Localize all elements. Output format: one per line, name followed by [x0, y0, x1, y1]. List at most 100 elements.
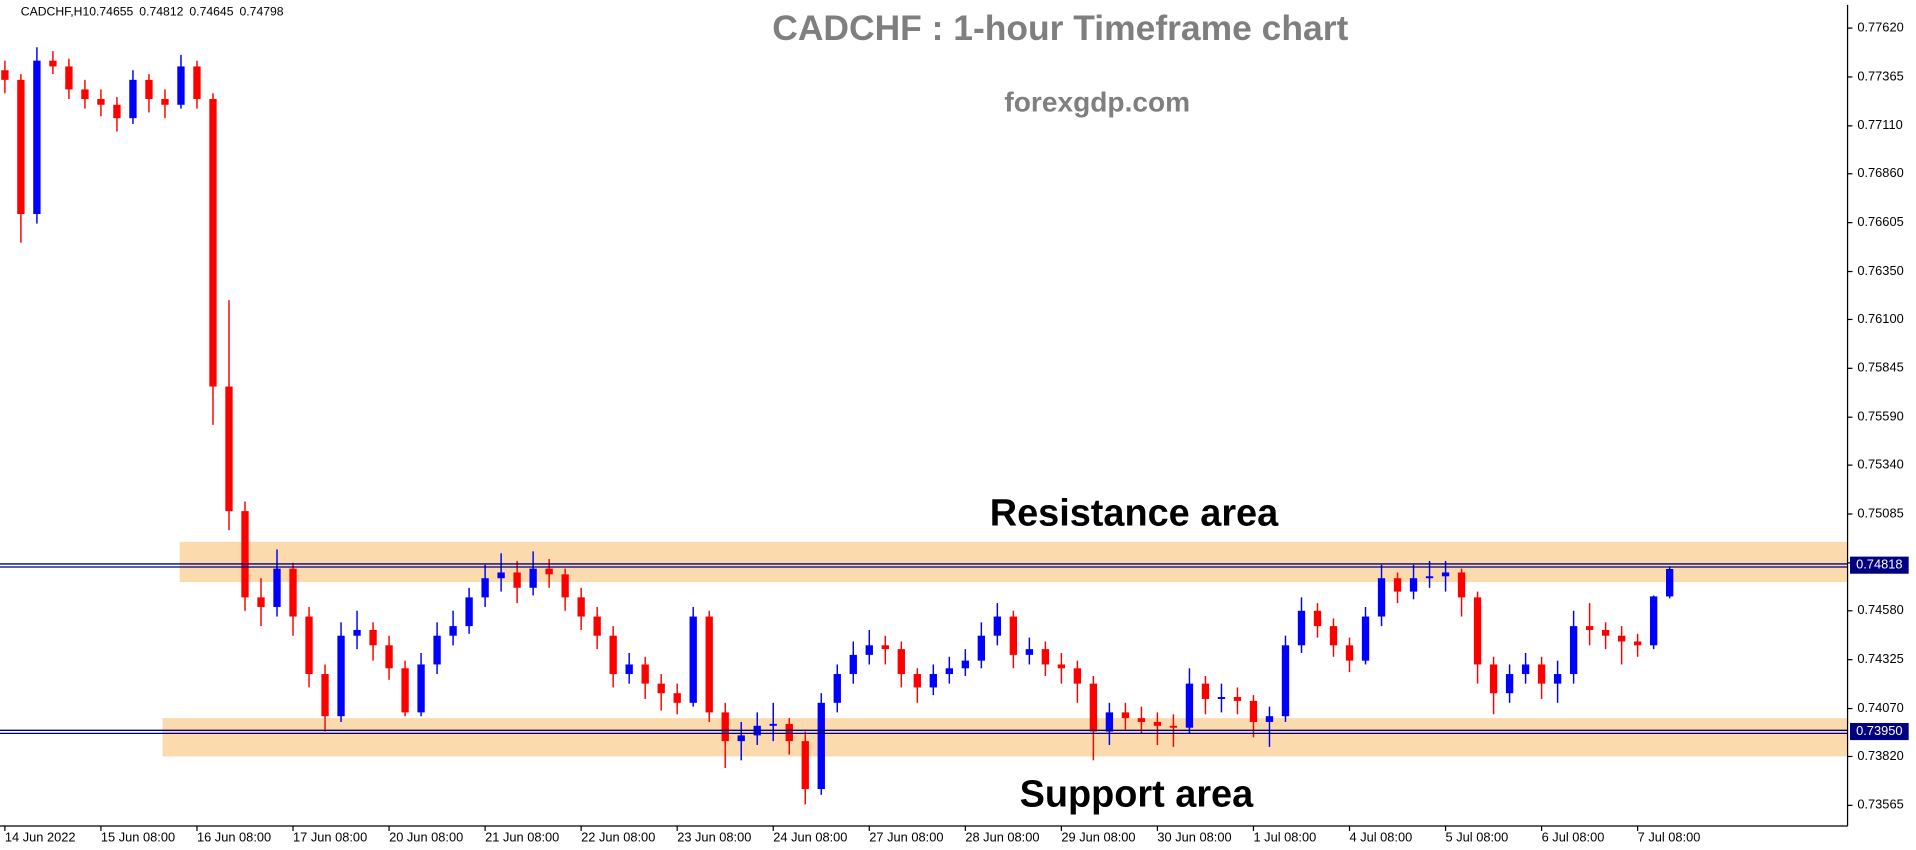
candle-body	[817, 702, 825, 790]
candle-body	[1297, 610, 1306, 646]
candle-body	[161, 99, 169, 105]
candle-body	[1041, 649, 1050, 665]
candle-body	[65, 66, 73, 90]
candle-body	[657, 683, 665, 694]
zone	[179, 541, 1848, 583]
candle-body	[593, 616, 601, 636]
candle-body	[801, 741, 809, 790]
candle-body	[1105, 712, 1114, 732]
candle-body	[625, 664, 633, 675]
x-tick-label: 29 Jun 08:00	[1061, 830, 1135, 845]
zone	[162, 718, 1848, 757]
y-tick-label: 0.74070	[1857, 700, 1903, 715]
candle-body	[913, 674, 921, 688]
x-tick-label: 15 Jun 08:00	[101, 830, 175, 845]
candle-body	[1457, 572, 1466, 598]
resistance-label: Resistance area	[990, 493, 1279, 535]
candle-body	[1185, 683, 1194, 728]
y-tick-label: 0.74580	[1857, 602, 1903, 617]
candle-body	[577, 597, 585, 617]
candle-body	[81, 89, 89, 100]
candle-body	[1009, 616, 1018, 655]
candle-body	[737, 735, 745, 742]
candle-body	[1345, 645, 1354, 661]
y-tick-label: 0.76350	[1857, 263, 1903, 278]
candle-body	[49, 60, 57, 67]
y-tick-label: 0.73820	[1857, 748, 1903, 763]
candle-body	[97, 99, 105, 105]
candle-body	[545, 568, 553, 575]
candle-body	[1633, 641, 1642, 646]
candle-body	[481, 578, 489, 598]
x-tick-label: 1 Jul 08:00	[1253, 830, 1316, 845]
candle-body	[257, 597, 265, 607]
candle-body	[193, 66, 201, 100]
y-tick-label: 0.77365	[1857, 68, 1903, 83]
y-tick-label: 0.75340	[1857, 457, 1903, 472]
candle-body	[945, 668, 953, 675]
candle-body	[417, 664, 425, 713]
candle-body	[641, 664, 649, 684]
ohlc-value: 0.74812	[139, 4, 183, 18]
candle-body	[993, 616, 1002, 636]
chart-title: CADCHF : 1-hour Timeframe chart	[772, 8, 1348, 48]
candle-body	[1217, 697, 1226, 699]
candle-body	[1265, 716, 1274, 722]
candle-body	[1281, 645, 1290, 717]
candle-body	[497, 572, 505, 579]
candle-body	[961, 660, 969, 669]
y-tick-label: 0.77110	[1857, 117, 1902, 132]
candle-body	[721, 712, 729, 742]
candle-body	[113, 104, 121, 119]
x-tick-label: 27 Jun 08:00	[869, 830, 943, 845]
x-tick-label: 22 Jun 08:00	[581, 830, 655, 845]
chart-subtitle: forexgdp.com	[1004, 86, 1190, 117]
candle-body	[1249, 700, 1258, 722]
candle-body	[177, 66, 185, 105]
candle-body	[1201, 683, 1210, 699]
x-tick-label: 6 Jul 08:00	[1542, 830, 1605, 845]
candle-body	[1425, 576, 1434, 579]
x-tick-label: 23 Jun 08:00	[677, 830, 751, 845]
candle-body	[145, 79, 153, 100]
candle-body	[1585, 626, 1594, 630]
y-tick-label: 0.75845	[1857, 360, 1903, 375]
candle-body	[129, 79, 137, 119]
candle-body	[1665, 569, 1674, 597]
candle-body	[353, 629, 361, 636]
candle-body	[529, 568, 537, 588]
candle-body	[289, 568, 297, 617]
candle-body	[513, 572, 521, 588]
y-tick-label: 0.76100	[1857, 311, 1903, 326]
level-label: 0.74818	[1856, 557, 1902, 572]
candle-body	[833, 674, 841, 703]
candle-body	[1489, 664, 1498, 694]
level-tag	[1850, 722, 1909, 741]
candle-body	[977, 635, 986, 661]
candle-body	[865, 645, 873, 655]
candle-body	[321, 674, 329, 717]
candle-body	[1553, 674, 1562, 684]
candle-body	[673, 693, 681, 703]
candle-body	[369, 629, 377, 646]
candle-body	[1537, 664, 1546, 684]
candle-body	[1329, 626, 1338, 646]
x-tick-label: 4 Jul 08:00	[1350, 830, 1413, 845]
candle-body	[1569, 626, 1578, 675]
candle-body	[1, 70, 9, 80]
candle-body	[1121, 712, 1130, 719]
candle-body	[897, 649, 905, 675]
x-tick-label: 20 Jun 08:00	[389, 830, 463, 845]
zones	[162, 541, 1848, 757]
candle-body	[1233, 697, 1242, 701]
candle-body	[1601, 629, 1610, 636]
x-tick-label: 17 Jun 08:00	[293, 830, 367, 845]
x-tick-label: 21 Jun 08:00	[485, 830, 559, 845]
candle-body	[209, 99, 217, 387]
y-tick-label: 0.74325	[1857, 651, 1903, 666]
candle-body	[785, 723, 793, 742]
candle-body	[1649, 596, 1658, 646]
